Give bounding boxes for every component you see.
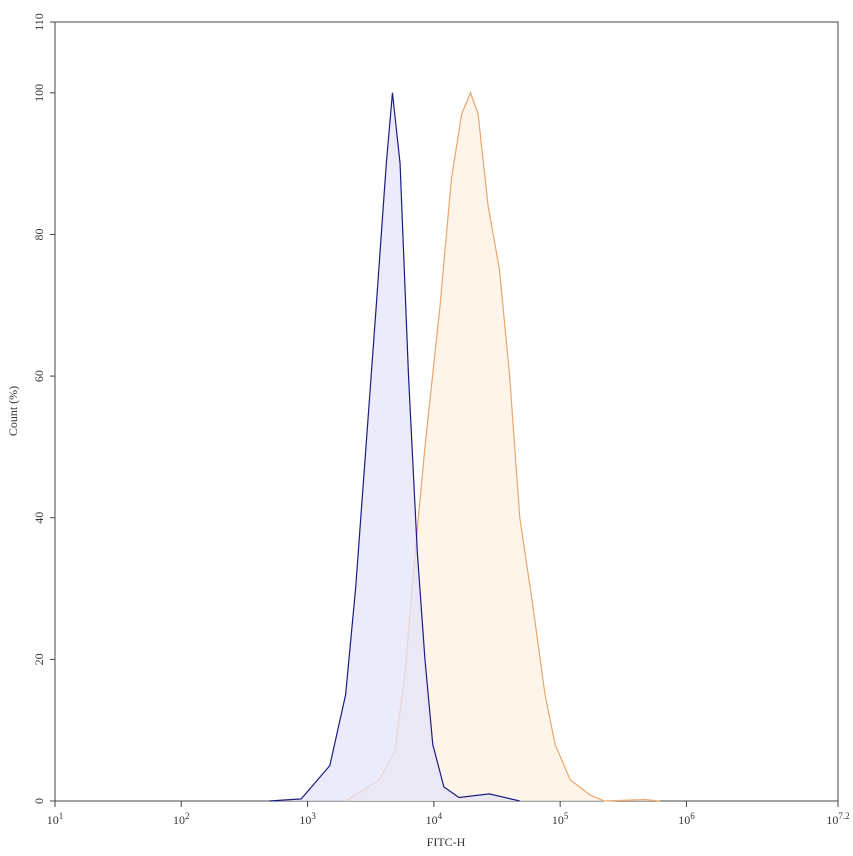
x-axis-label: FITC-H xyxy=(427,835,466,849)
x-tick-label: 106 xyxy=(678,811,695,827)
x-tick-label: 105 xyxy=(552,811,569,827)
x-tick-exponent: 7.2 xyxy=(838,811,849,821)
plot-area xyxy=(269,91,661,802)
x-tick-label: 101 xyxy=(47,811,64,827)
x-tick-base: 10 xyxy=(173,813,185,827)
x-tick-base: 10 xyxy=(678,813,690,827)
x-tick-exponent: 2 xyxy=(185,811,190,821)
x-tick-base: 10 xyxy=(47,813,59,827)
x-tick-base: 10 xyxy=(299,813,311,827)
x-tick-exponent: 4 xyxy=(438,811,443,821)
y-tick-label: 110 xyxy=(32,13,46,31)
y-axis-label: Count (%) xyxy=(6,386,20,436)
y-tick-label: 100 xyxy=(32,84,46,102)
x-tick-exponent: 5 xyxy=(564,811,569,821)
x-tick-exponent: 3 xyxy=(311,811,316,821)
y-tick-label: 0 xyxy=(32,798,46,804)
y-tick-label: 40 xyxy=(32,512,46,524)
y-tick-label: 80 xyxy=(32,228,46,240)
x-tick-label: 104 xyxy=(426,811,443,827)
x-tick-base: 10 xyxy=(552,813,564,827)
x-tick-base: 10 xyxy=(426,813,438,827)
x-tick-label: 107.2 xyxy=(826,811,849,827)
x-tick-exponent: 6 xyxy=(690,811,695,821)
y-tick-label: 60 xyxy=(32,370,46,382)
x-tick-label: 102 xyxy=(173,811,190,827)
x-tick-exponent: 1 xyxy=(59,811,64,821)
x-tick-base: 10 xyxy=(826,813,838,827)
y-tick-label: 20 xyxy=(32,653,46,665)
histogram-curve xyxy=(269,92,520,802)
x-tick-label: 103 xyxy=(299,811,316,827)
